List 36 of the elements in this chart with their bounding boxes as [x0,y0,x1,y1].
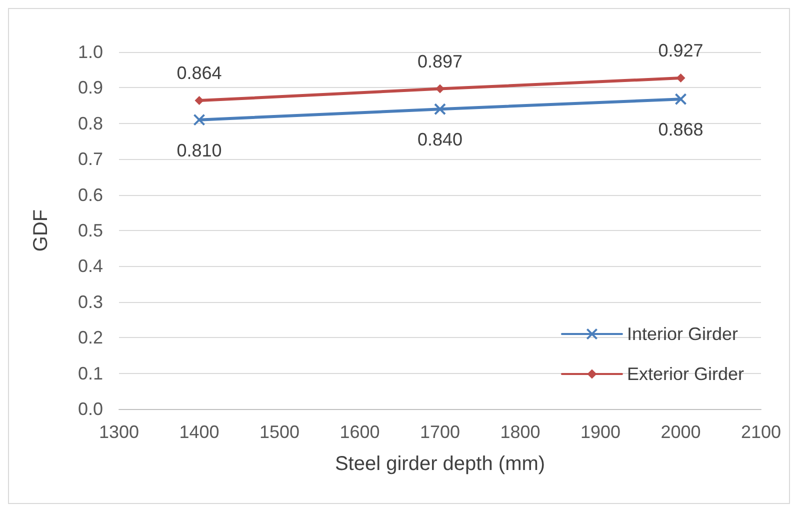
legend-label: Exterior Girder [626,364,744,384]
x-tick-label: 1300 [98,422,140,442]
point [676,74,686,83]
y-tick-label: 0.5 [78,220,103,240]
y-tick-label: 0.2 [78,328,103,348]
y-tick-label: 0.6 [78,184,103,205]
data-label: 0.810 [176,140,222,160]
data-label: 0.868 [658,120,704,140]
y-tick-label: 0.7 [78,149,103,170]
point [194,96,204,106]
legend-label: Interior Girder [626,324,738,344]
y-tick-label: 0.3 [78,292,103,312]
y-tick-label: 0.8 [78,113,103,134]
point [434,103,446,116]
x-tick-label: 2100 [740,422,782,442]
data-label: 0.864 [176,63,222,84]
x-axis-title: Steel girder depth (mm) [334,453,546,475]
x-tick-label: 1900 [580,422,621,442]
x-tick-label: 1800 [500,422,540,442]
point [193,114,206,126]
data-label: 0.897 [417,51,463,72]
x-tick-label: 1500 [259,422,300,442]
y-tick-label: 1.0 [78,42,103,62]
data-label: 0.840 [417,130,463,150]
point [674,93,687,106]
point [436,84,444,94]
x-tick-label: 1400 [179,422,220,442]
data-label: 0.927 [658,40,704,61]
x-tick-label: 1700 [420,422,460,442]
y-axis-title: GDF [30,209,52,252]
y-tick-label: 0.9 [78,78,103,98]
x-tick-label: 1600 [340,422,380,442]
y-tick-label: 0.1 [78,363,103,384]
y-tick-label: 0.0 [78,399,103,419]
y-tick-label: 0.4 [78,256,103,276]
x-tick-label: 2000 [660,422,701,442]
